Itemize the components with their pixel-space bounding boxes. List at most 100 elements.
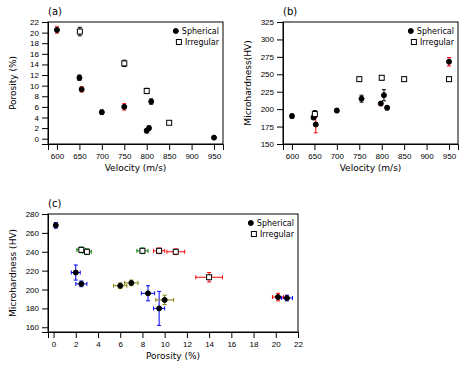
y-axis: 160180200220240260280: [26, 210, 49, 332]
x-axis: 600650700750800850900950: [284, 144, 459, 161]
x-error-bar: [167, 250, 185, 254]
legend-item: Spherical: [173, 27, 219, 36]
x-tick: 10: [161, 332, 170, 349]
y-tick: 180: [26, 304, 48, 313]
x-tick: 800: [376, 144, 390, 161]
error-bar-cap: [195, 275, 196, 279]
y-tick: 200: [26, 286, 48, 295]
x-axis-line: [284, 145, 459, 151]
point: [378, 101, 383, 106]
y-tick: 16: [30, 50, 48, 59]
y-tick-label: 160: [26, 323, 40, 332]
y-tick-label: 12: [30, 71, 39, 80]
point: [77, 29, 82, 34]
x-tick: 750: [353, 144, 367, 161]
x-axis: 600650700750800850900950: [49, 144, 224, 161]
y-tick-label: 14: [30, 60, 39, 69]
x-tick-mark: [298, 332, 299, 338]
x-tick-mark: [427, 144, 428, 150]
error-bar-cap: [75, 282, 76, 286]
error-bar-cap: [382, 89, 386, 90]
x-tick: 850: [398, 144, 412, 161]
error-bar-cap: [163, 304, 167, 305]
x-tick: 950: [443, 144, 457, 161]
error-bar-cap: [163, 295, 167, 296]
y-error-bar: [385, 106, 389, 110]
y-tick-label: 150: [261, 140, 275, 149]
error-bar-cap: [74, 280, 78, 281]
y-tick-label: 8: [35, 92, 40, 101]
points: [289, 59, 451, 127]
legend-symbol: [248, 221, 253, 226]
y-tick-mark: [42, 86, 48, 87]
y-tick-mark: [42, 214, 48, 215]
x-tick-mark: [102, 144, 103, 150]
x-axis-title: Velocity (m/s): [105, 163, 167, 173]
error-bar-cap: [71, 271, 72, 275]
x-tick-label: 8: [141, 340, 146, 349]
error-bar-cap: [138, 281, 139, 285]
x-axis-line: [49, 145, 224, 151]
x-tick: 600: [286, 144, 300, 161]
error-bar-cap: [157, 291, 161, 292]
x-error-bar: [154, 249, 165, 253]
x-tick-mark: [165, 332, 166, 338]
y-error-bar: [79, 247, 83, 253]
x-axis: 0246810121416182022: [49, 332, 304, 349]
x-tick: 14: [205, 332, 214, 349]
x-tick-mark: [57, 144, 58, 150]
x-tick-label: 700: [331, 152, 345, 161]
x-tick-mark: [54, 332, 55, 338]
x-tick-label: 14: [205, 340, 214, 349]
x-tick-label: 600: [51, 152, 65, 161]
point: [157, 248, 162, 253]
x-tick: 20: [272, 332, 281, 349]
error-bar-cap: [184, 250, 185, 254]
y-error-bar: [54, 222, 58, 228]
x-error-bar: [76, 282, 87, 286]
y-tick-label: 20: [30, 29, 39, 38]
y-axis-line: [42, 215, 49, 333]
error-bar-cap: [276, 300, 280, 301]
y-tick-mark: [277, 22, 283, 23]
plot-frame: [48, 214, 298, 332]
error-bar-cap: [360, 95, 364, 96]
x-tick-label: 20: [272, 340, 281, 349]
legend-item: Irregular: [411, 38, 454, 47]
error-bar-cap: [155, 298, 156, 302]
x-tick: 6: [118, 332, 123, 349]
x-tick-mark: [79, 144, 80, 150]
x-error-bar: [141, 291, 154, 295]
panel-title: (c): [48, 198, 61, 209]
x-tick: 900: [185, 144, 199, 161]
x-tick-mark: [169, 144, 170, 150]
y-error-bar: [447, 77, 451, 81]
error-bar-cap: [91, 250, 92, 254]
y-tick-label: 240: [26, 248, 40, 257]
y-tick-label: 280: [26, 210, 40, 219]
error-bar-cap: [146, 300, 150, 301]
point: [381, 93, 386, 98]
error-bar-cap: [76, 248, 77, 252]
error-bar-cap: [113, 284, 114, 288]
y-error-bar: [357, 77, 361, 81]
y-tick-label: 0: [35, 135, 40, 144]
plot-frame: [48, 22, 223, 144]
y-error-bar: [313, 111, 317, 118]
y-axis-title: Microhardness (HV): [8, 229, 18, 317]
x-tick-mark: [382, 144, 383, 150]
legend-label: Spherical: [417, 27, 454, 36]
x-tick-label: 650: [308, 152, 322, 161]
point: [447, 77, 452, 82]
error-bar-cap: [74, 264, 78, 265]
x-tick: 16: [227, 332, 236, 349]
error-bar-cap: [207, 272, 211, 273]
x-tick-label: 750: [353, 152, 367, 161]
y-error-bar: [290, 114, 294, 118]
legend-symbol: [411, 40, 416, 45]
error-bar-cap: [313, 110, 317, 111]
point: [313, 122, 318, 127]
y-tick-label: 180: [26, 304, 40, 313]
point: [157, 306, 162, 311]
point: [129, 280, 134, 285]
